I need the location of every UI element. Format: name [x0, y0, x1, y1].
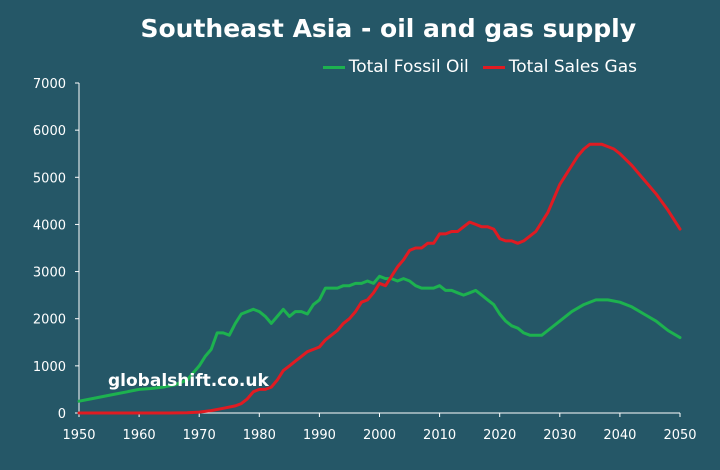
y-tick-label: 5000 [33, 171, 66, 186]
x-tick-label: 2000 [363, 428, 396, 443]
x-axis: 1950 1960 1970 1980 1990 2000 2010 2020 2030 2040… [62, 412, 697, 443]
x-tick-label: 1960 [123, 428, 156, 443]
x-tick-label: 1980 [243, 428, 276, 443]
chart-title: Southeast Asia - oil and gas supply [140, 14, 636, 43]
x-tick-label: 1970 [183, 428, 216, 443]
legend-swatch-gas [482, 65, 505, 69]
y-axis: 0 1000 2000 3000 4000 5000 6000 7000 [33, 77, 80, 422]
series-lines [77, 142, 682, 415]
y-tick-label: 3000 [33, 266, 66, 281]
x-tick-label: 1990 [303, 428, 336, 443]
legend-swatch-oil [322, 65, 345, 69]
x-tick-label: 1950 [62, 428, 95, 443]
legend-item-gas: Total Sales Gas [482, 57, 637, 77]
legend: Total Fossil Oil Total Sales Gas [322, 57, 637, 77]
x-tick-label: 2050 [663, 428, 696, 443]
y-tick-label: 2000 [33, 313, 66, 328]
watermark: globalshift.co.uk [108, 371, 269, 391]
series-line-total-fossil-oil [77, 274, 682, 403]
y-tick-label: 6000 [33, 124, 66, 139]
y-tick-label: 4000 [33, 218, 66, 233]
legend-label-oil: Total Fossil Oil [348, 57, 469, 77]
x-tick-label: 2010 [423, 428, 456, 443]
x-tick-label: 2040 [603, 428, 636, 443]
legend-item-oil: Total Fossil Oil [322, 57, 469, 77]
legend-label-gas: Total Sales Gas [508, 57, 637, 77]
y-tick-label: 0 [58, 407, 66, 422]
y-tick-label: 1000 [33, 360, 66, 375]
x-tick-label: 2020 [483, 428, 516, 443]
series-line-total-sales-gas [77, 142, 682, 415]
y-tick-label: 7000 [33, 77, 66, 92]
x-tick-label: 2030 [543, 428, 576, 443]
